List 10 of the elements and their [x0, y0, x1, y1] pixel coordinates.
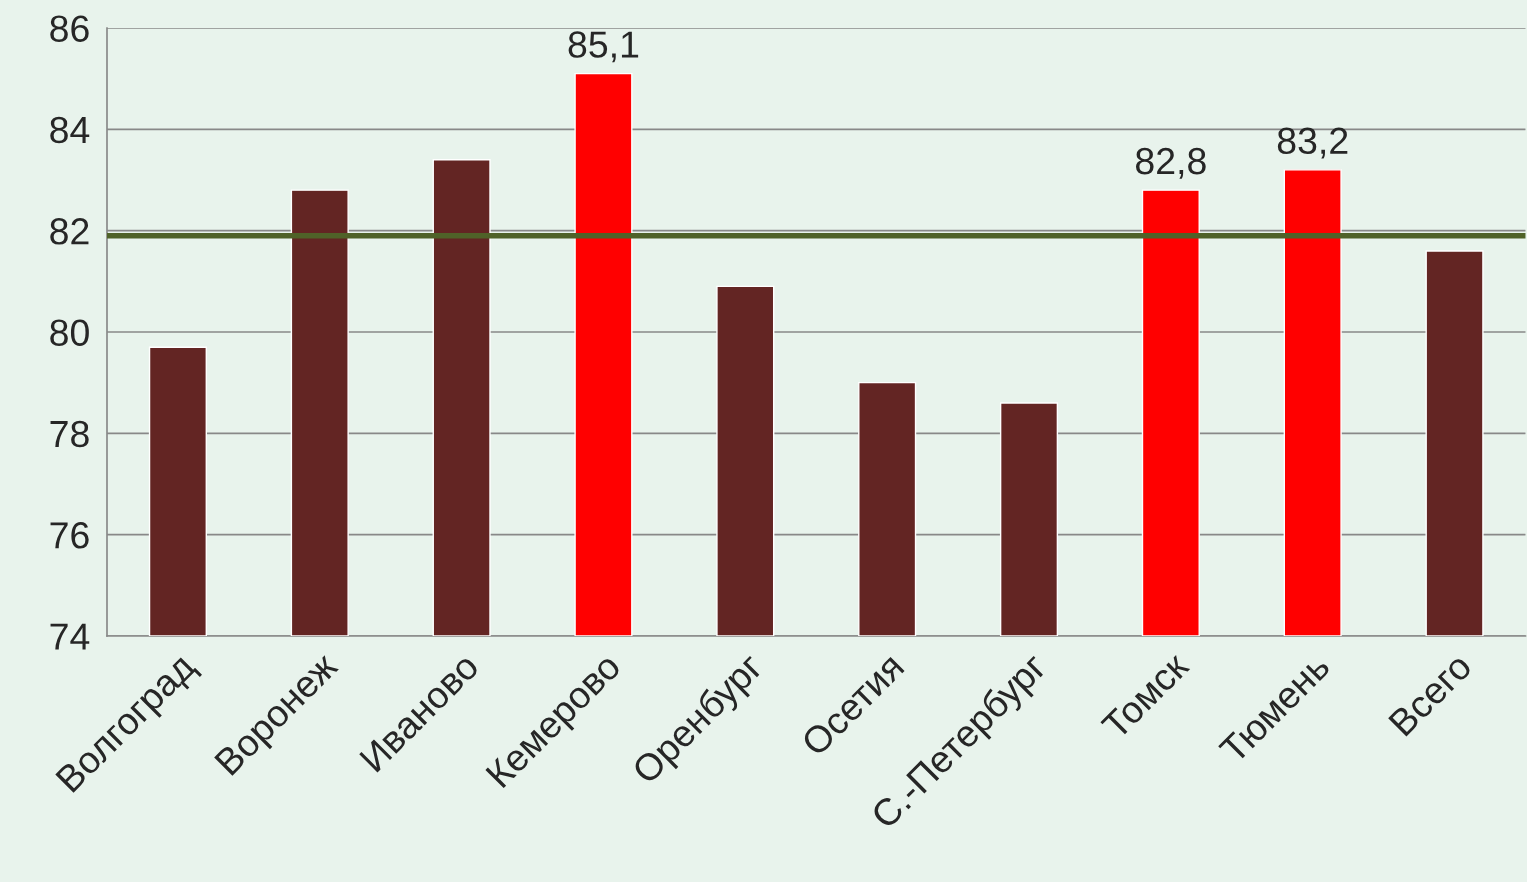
y-tick-label: 74 [50, 623, 90, 650]
y-tick-label: 86 [50, 15, 89, 42]
data-label: 85,1 [568, 31, 639, 63]
y-tick-label: 80 [50, 319, 89, 346]
y-tick-label: 82 [50, 218, 89, 245]
data-label: 82,8 [1135, 147, 1206, 179]
y-tick-label: 76 [50, 522, 89, 549]
y-tick-label: 84 [50, 116, 90, 144]
y-tick-label: 78 [50, 420, 89, 448]
data-label: 83,2 [1277, 127, 1348, 159]
